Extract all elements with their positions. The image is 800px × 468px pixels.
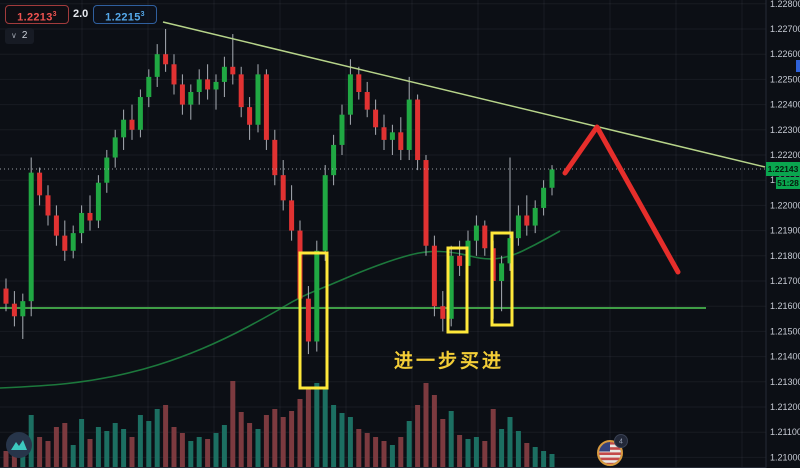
axis-label: 1.21100 bbox=[770, 427, 800, 437]
spread-value: 2.0 bbox=[73, 8, 89, 20]
axis-label: 1.21700 bbox=[770, 276, 800, 286]
indicators-collapse-toggle[interactable]: ∨ 2 bbox=[5, 28, 35, 44]
chart-watermark-logo bbox=[6, 432, 32, 458]
axis-label: 1.22300 bbox=[770, 125, 800, 135]
axis-label: 1.21300 bbox=[770, 377, 800, 387]
axis-label: 1.21000 bbox=[770, 452, 800, 462]
axis-label: 1.21200 bbox=[770, 402, 800, 412]
highlight-box[interactable] bbox=[490, 231, 514, 327]
axis-label: 1.22700 bbox=[770, 24, 800, 34]
ask-price-pip: 3 bbox=[140, 11, 145, 18]
highlight-box[interactable] bbox=[298, 251, 329, 390]
logo-ring bbox=[597, 440, 623, 466]
bid-price-badge[interactable]: 1.22133 bbox=[5, 5, 69, 24]
volume-layer bbox=[3, 381, 555, 467]
projection-arrow[interactable] bbox=[562, 124, 681, 275]
bid-price-pip: 3 bbox=[52, 11, 57, 18]
axis-label: 1.22200 bbox=[770, 150, 800, 160]
axis-label: 1.21400 bbox=[770, 352, 800, 362]
scrollbar-fragment bbox=[796, 60, 800, 72]
logo-circle bbox=[6, 432, 32, 458]
axis-label: 1.21800 bbox=[770, 251, 800, 261]
indicators-count: 2 bbox=[21, 30, 28, 41]
axis-label: 1.21900 bbox=[770, 226, 800, 236]
bar-countdown-badge: 51:28 bbox=[776, 177, 800, 189]
ask-price: 1.2215 bbox=[105, 11, 141, 24]
axis-label: 1.22000 bbox=[770, 200, 800, 210]
axis-label: 1.21500 bbox=[770, 326, 800, 336]
mountains-icon bbox=[11, 440, 27, 450]
axis-label: 1.22800 bbox=[770, 0, 800, 9]
moving-average-line bbox=[0, 230, 561, 389]
chart-annotation-text[interactable]: 进一步买进 bbox=[394, 351, 505, 372]
trendline[interactable] bbox=[162, 21, 766, 168]
secondary-logo-glyph: 4 bbox=[619, 439, 623, 446]
chevron-down-icon: ∨ bbox=[11, 31, 17, 40]
instrument-pair-logo: 4 bbox=[597, 434, 628, 466]
axis-label: 1.22500 bbox=[770, 74, 800, 84]
us-flag-icon bbox=[599, 442, 621, 464]
current-price-badge: 1.22143 bbox=[766, 162, 800, 176]
highlight-box[interactable] bbox=[446, 246, 469, 334]
axis-label: 1.22400 bbox=[770, 100, 800, 110]
secondary-logo-circle bbox=[614, 434, 628, 448]
axis-label: 1.21600 bbox=[770, 301, 800, 311]
ask-price-badge[interactable]: 1.22153 bbox=[93, 5, 157, 24]
grid-layer bbox=[0, 0, 766, 468]
candles-layer bbox=[3, 29, 555, 355]
bid-price: 1.2213 bbox=[17, 11, 53, 24]
axis-label: 1.22600 bbox=[770, 49, 800, 59]
